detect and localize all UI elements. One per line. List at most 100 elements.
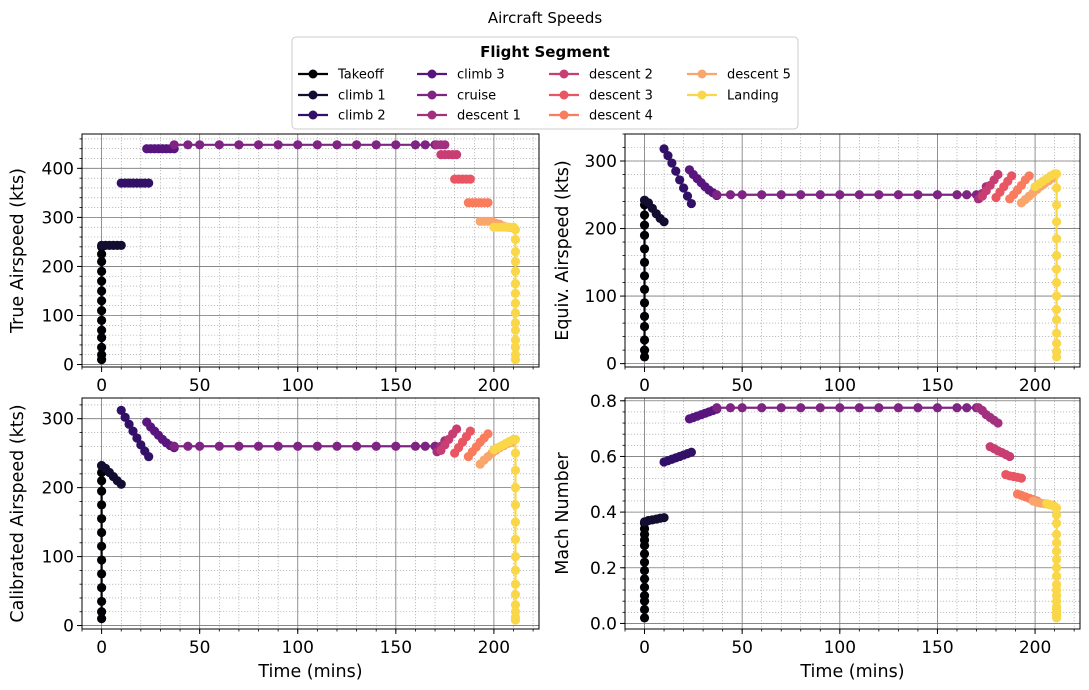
data-point	[1051, 510, 1062, 520]
data-point	[510, 565, 521, 575]
x-tick-label: 200	[1019, 638, 1051, 658]
data-point	[183, 441, 193, 451]
data-point	[776, 403, 786, 413]
data-point	[293, 140, 303, 150]
series-climb-1	[97, 240, 126, 250]
series-descent-2	[436, 424, 462, 456]
data-point	[97, 583, 107, 593]
data-point	[1051, 352, 1062, 362]
data-point	[273, 140, 283, 150]
data-point	[510, 434, 521, 444]
y-tick-label: 200	[42, 479, 74, 499]
data-point	[1024, 171, 1034, 181]
legend-marker	[427, 110, 437, 120]
data-point	[893, 403, 903, 413]
panel-mach-number: 0 50 100 150 200 0.0 0.2 0.4 0.6 0.8 Time (mins) Ma…	[553, 392, 1081, 682]
y-tick-label: 0.8	[590, 392, 617, 412]
minor-grid	[624, 398, 1080, 629]
y-axis-ticks: 0 100 200 300	[42, 404, 82, 637]
data-point	[410, 441, 421, 451]
data-point	[893, 190, 903, 200]
data-point	[97, 596, 107, 607]
y-tick-label: 0	[63, 617, 74, 637]
legend-marker	[427, 90, 437, 100]
data-point	[639, 345, 650, 355]
legend-marker	[559, 90, 569, 100]
data-point	[234, 140, 244, 150]
data-point	[253, 140, 264, 150]
data-point	[169, 441, 179, 451]
data-point	[678, 183, 689, 193]
data-point	[639, 565, 650, 576]
data-point	[371, 441, 381, 451]
panel-calibrated-airspeed: 0 50 100 150 200 0 100 200 300 Time (mins) Calibra…	[8, 397, 540, 682]
data-point	[465, 174, 475, 184]
data-point	[757, 403, 767, 413]
data-point	[686, 198, 696, 209]
data-point	[682, 191, 693, 201]
data-point	[874, 403, 884, 413]
data-point	[1051, 518, 1062, 528]
data-point	[97, 555, 107, 565]
axes-frame	[624, 133, 1081, 368]
data-point	[195, 140, 205, 150]
y-axis-label: Calibrated Airspeed (kts)	[8, 404, 28, 622]
legend-entry-descent-5: descent 5	[687, 68, 791, 83]
series-descent-4	[463, 198, 493, 208]
data-point	[854, 403, 864, 413]
data-point	[815, 190, 825, 200]
y-tick-label: 300	[42, 410, 74, 430]
data-point	[1051, 571, 1062, 581]
legend-label: Takeoff	[337, 68, 385, 83]
data-point	[1005, 451, 1015, 462]
series-climb-2	[116, 178, 154, 188]
series-climb-1	[97, 460, 126, 489]
y-tick-label: 0	[63, 356, 74, 376]
data-point	[815, 403, 825, 413]
data-point	[667, 158, 677, 168]
data-point	[1051, 200, 1062, 210]
data-point	[420, 140, 430, 150]
axes-frame	[81, 133, 540, 368]
legend-label: descent 5	[727, 68, 791, 83]
legend-frame	[291, 36, 799, 130]
data-point	[510, 579, 521, 589]
series-descent-3	[450, 426, 475, 458]
x-tick-label: 0	[639, 638, 650, 658]
legend-label: climb 3	[457, 68, 505, 83]
data-point	[962, 190, 972, 200]
data-point	[169, 140, 179, 150]
data-point	[1051, 250, 1062, 261]
data-point	[1051, 234, 1062, 244]
legend-marker	[559, 110, 569, 120]
data-point	[835, 190, 845, 200]
major-grid	[625, 134, 1080, 367]
data-point	[510, 500, 521, 510]
series-climb-2	[659, 144, 696, 209]
data-point	[312, 140, 322, 150]
y-tick-label: 200	[585, 220, 617, 240]
data-point	[913, 403, 923, 413]
data-point	[675, 175, 685, 185]
x-tick-label: 200	[1019, 376, 1051, 396]
data-point	[510, 279, 521, 289]
legend-marker	[308, 110, 318, 120]
data-point	[351, 441, 362, 451]
series-takeoff	[97, 460, 107, 624]
data-point	[510, 318, 521, 328]
data-point	[993, 418, 1003, 428]
x-axis-ticks: 0 50 100 150 200	[81, 629, 534, 658]
panel-true-airspeed: 0 50 100 150 200 0 100 200 300 400 True Airspeed (…	[8, 133, 540, 396]
x-tick-label: 50	[731, 376, 753, 396]
data-point	[97, 607, 107, 617]
data-point	[97, 249, 107, 259]
data-point	[124, 419, 134, 429]
major-grid	[625, 398, 1080, 629]
data-point	[510, 247, 521, 257]
data-point	[510, 298, 521, 308]
data-point	[97, 305, 107, 316]
legend-label: Landing	[727, 89, 779, 104]
data-point	[332, 140, 342, 150]
